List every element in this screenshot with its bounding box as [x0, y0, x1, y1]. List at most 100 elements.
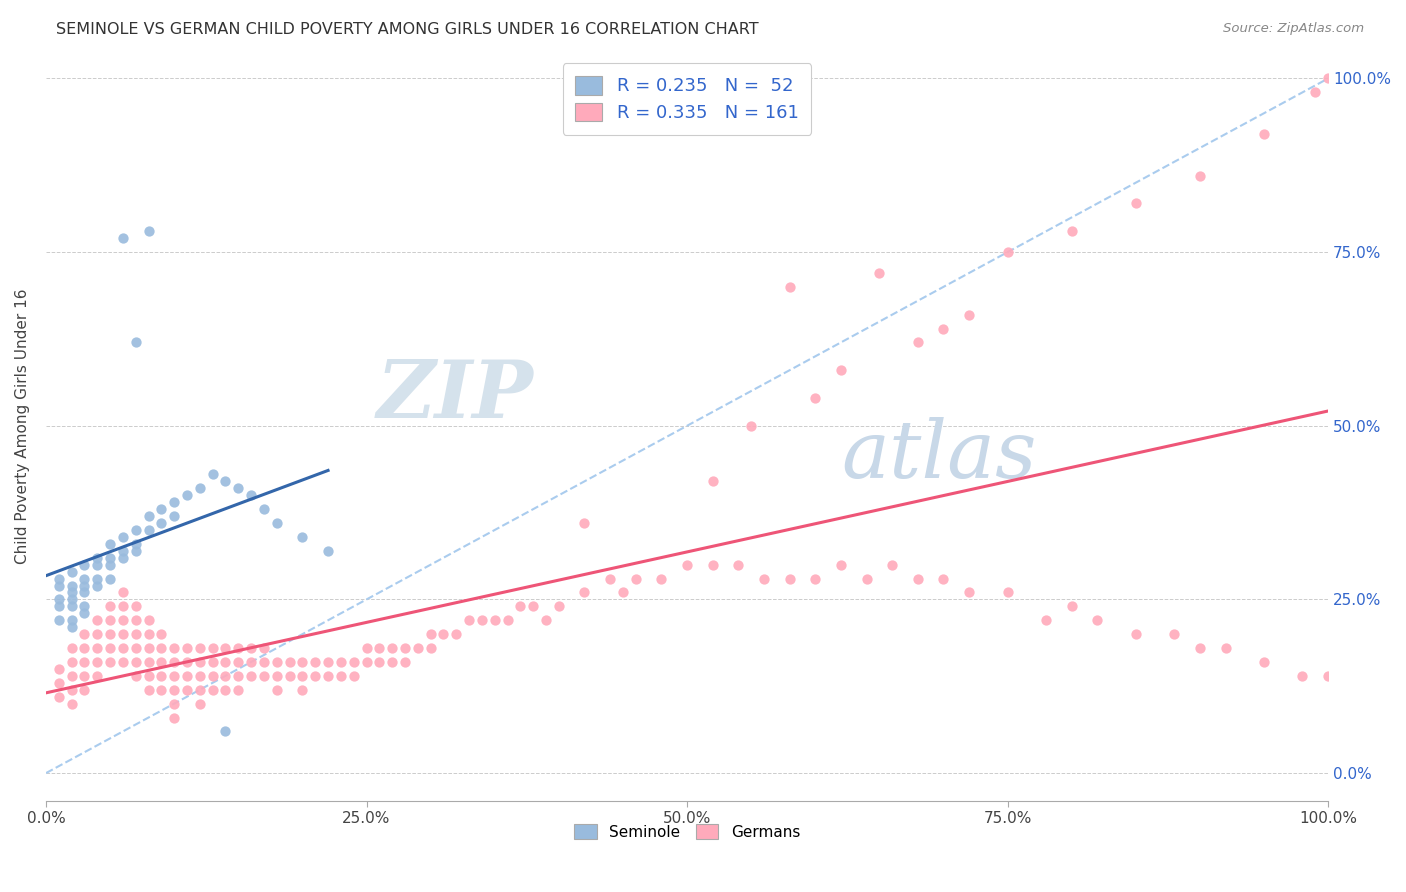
Point	[957, 308, 980, 322]
Point	[650, 572, 672, 586]
Point	[779, 572, 801, 586]
Point	[253, 655, 276, 669]
Point	[188, 669, 211, 683]
Point	[253, 669, 276, 683]
Point	[188, 682, 211, 697]
Point	[752, 572, 775, 586]
Point	[1215, 641, 1237, 656]
Point	[343, 655, 366, 669]
Point	[138, 523, 160, 537]
Point	[1317, 71, 1340, 86]
Point	[855, 572, 877, 586]
Point	[702, 475, 724, 489]
Point	[394, 655, 416, 669]
Point	[907, 572, 929, 586]
Point	[98, 641, 121, 656]
Point	[48, 613, 70, 627]
Point	[804, 391, 827, 405]
Point	[226, 481, 249, 495]
Point	[86, 669, 108, 683]
Point	[188, 697, 211, 711]
Point	[150, 502, 173, 516]
Point	[226, 669, 249, 683]
Point	[291, 655, 314, 669]
Text: atlas: atlas	[841, 417, 1036, 494]
Point	[73, 682, 96, 697]
Point	[98, 613, 121, 627]
Point	[997, 585, 1019, 599]
Point	[484, 613, 506, 627]
Point	[804, 572, 827, 586]
Point	[125, 599, 148, 614]
Point	[932, 572, 955, 586]
Point	[150, 516, 173, 530]
Point	[111, 585, 134, 599]
Point	[138, 655, 160, 669]
Point	[60, 585, 83, 599]
Point	[907, 335, 929, 350]
Point	[176, 655, 198, 669]
Point	[125, 655, 148, 669]
Point	[111, 231, 134, 245]
Point	[73, 655, 96, 669]
Point	[226, 682, 249, 697]
Point	[201, 682, 224, 697]
Point	[702, 558, 724, 572]
Point	[240, 655, 263, 669]
Point	[226, 641, 249, 656]
Point	[188, 641, 211, 656]
Point	[214, 724, 236, 739]
Point	[266, 669, 288, 683]
Point	[368, 655, 391, 669]
Point	[240, 488, 263, 502]
Point	[60, 599, 83, 614]
Point	[240, 641, 263, 656]
Point	[1125, 627, 1147, 641]
Point	[163, 682, 186, 697]
Point	[932, 321, 955, 335]
Point	[163, 495, 186, 509]
Point	[73, 627, 96, 641]
Point	[201, 641, 224, 656]
Point	[98, 655, 121, 669]
Point	[73, 607, 96, 621]
Point	[125, 627, 148, 641]
Point	[471, 613, 494, 627]
Point	[111, 627, 134, 641]
Point	[163, 710, 186, 724]
Point	[86, 550, 108, 565]
Point	[86, 627, 108, 641]
Point	[458, 613, 481, 627]
Point	[304, 655, 326, 669]
Point	[997, 245, 1019, 260]
Point	[98, 572, 121, 586]
Legend: Seminole, Germans: Seminole, Germans	[568, 818, 806, 846]
Point	[522, 599, 544, 614]
Point	[1188, 641, 1211, 656]
Point	[830, 363, 852, 377]
Point	[150, 669, 173, 683]
Point	[86, 572, 108, 586]
Point	[612, 585, 634, 599]
Point	[111, 655, 134, 669]
Point	[60, 641, 83, 656]
Point	[176, 669, 198, 683]
Point	[111, 641, 134, 656]
Point	[419, 627, 441, 641]
Point	[48, 675, 70, 690]
Y-axis label: Child Poverty Among Girls Under 16: Child Poverty Among Girls Under 16	[15, 288, 30, 564]
Point	[356, 641, 378, 656]
Point	[150, 682, 173, 697]
Point	[304, 669, 326, 683]
Text: ZIP: ZIP	[377, 357, 533, 434]
Point	[1163, 627, 1185, 641]
Point	[1253, 655, 1275, 669]
Point	[291, 682, 314, 697]
Point	[1060, 224, 1083, 238]
Point	[599, 572, 621, 586]
Point	[574, 585, 596, 599]
Point	[214, 475, 236, 489]
Point	[163, 669, 186, 683]
Point	[316, 544, 339, 558]
Text: Source: ZipAtlas.com: Source: ZipAtlas.com	[1223, 22, 1364, 36]
